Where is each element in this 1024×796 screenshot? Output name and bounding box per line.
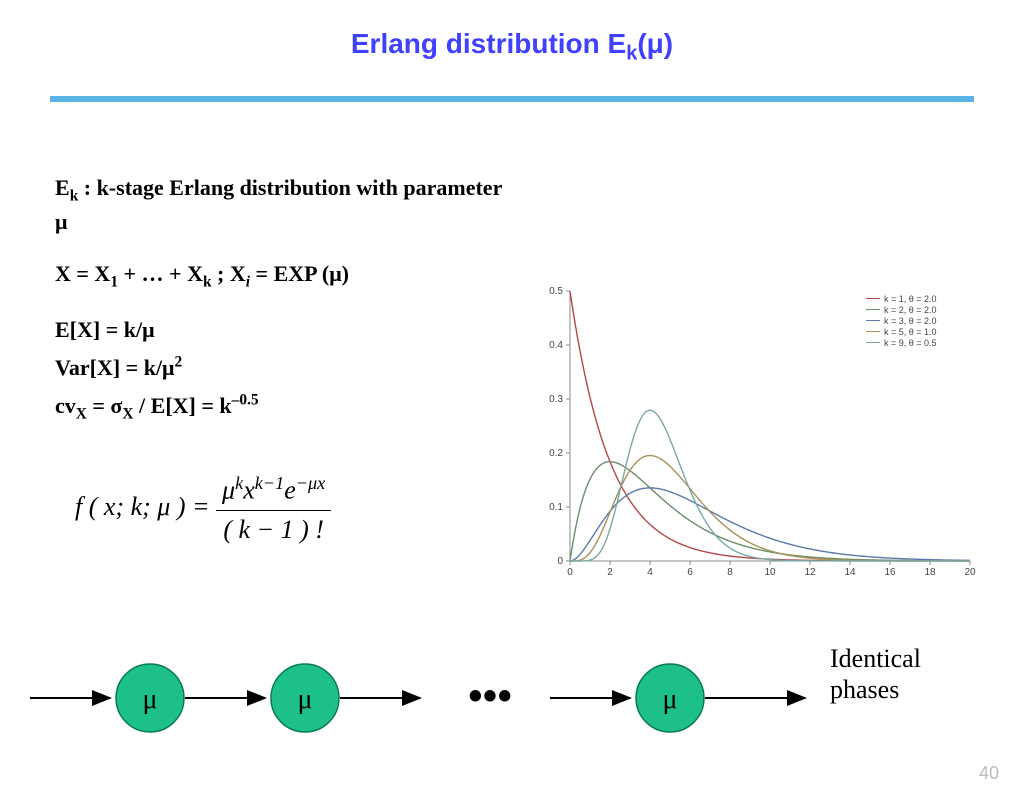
svg-text:6: 6 [687,567,693,578]
svg-text:8: 8 [727,567,733,578]
svg-text:0: 0 [567,567,573,578]
svg-text:12: 12 [804,567,816,578]
ek-k: k [70,187,79,204]
text-content: Ek : k-stage Erlang distribution with pa… [55,173,515,447]
ek-e: E [55,175,70,200]
cv-x: X [76,405,87,422]
sum-mid: + … + X [118,261,203,286]
divider-bar [50,96,974,102]
sum-x: X = X [55,261,110,286]
formula-numerator: μkxk−1e−μx [216,473,331,511]
phases-2: phases [830,675,899,704]
slide-title: Erlang distribution Ek(μ) [0,28,1024,66]
pdf-formula: f ( x; k; μ ) = μkxk−1e−μx ( k − 1 ) ! [75,473,331,545]
title-sub: k [626,43,637,65]
sum-k: k [203,273,212,290]
sum-1: 1 [110,273,118,290]
sum-exp: = EXP (μ) [250,261,349,286]
num-k1: k−1 [255,473,284,493]
svg-text:0.4: 0.4 [549,340,563,351]
num-e: e [284,476,296,505]
node-label-k: μ [662,684,677,715]
num-mx: −μx [296,473,325,493]
cv: cv [55,393,76,418]
svg-text:4: 4 [647,567,653,578]
svg-text:20: 20 [964,567,976,578]
title-main: Erlang distribution E [351,28,626,59]
chart-legend: k = 1, θ = 2.0k = 2, θ = 2.0k = 3, θ = 2… [866,293,937,348]
svg-text:18: 18 [924,567,936,578]
svg-text:0.3: 0.3 [549,394,563,405]
formula-lhs: f ( x; k; μ ) = [75,492,216,521]
svg-text:16: 16 [884,567,896,578]
num-mu: μ [222,476,235,505]
node-label-1: μ [142,684,157,715]
expectation: E[X] = k/μ [55,317,155,342]
dots: ••• [468,674,512,720]
phases-label: Identical phases [830,643,921,705]
phases-1: Identical [830,644,921,673]
node-label-2: μ [297,684,312,715]
svg-text:0: 0 [557,556,563,567]
ek-desc: : k-stage Erlang distribution with param… [55,175,502,234]
cv-exp: –0.5 [232,392,259,409]
title-paren: (μ) [637,28,673,59]
svg-text:14: 14 [844,567,856,578]
svg-text:10: 10 [764,567,776,578]
variance: Var[X] = k/μ [55,355,175,380]
svg-text:0.1: 0.1 [549,502,563,513]
cv-eq: / E[X] = k [134,393,232,418]
svg-text:2: 2 [607,567,613,578]
erlang-chart: 0 0.1 0.2 0.3 0.4 0.5 0 2 4 6 8 10 12 14 16 18 20 k = 1,… [530,283,990,583]
svg-text:0.2: 0.2 [549,448,563,459]
svg-text:0.5: 0.5 [549,286,563,297]
cv-x2: X [122,405,133,422]
num-x: x [243,476,255,505]
cv-sig: = σ [87,393,123,418]
var-sq: 2 [175,354,183,371]
page-number: 40 [979,763,999,784]
sum-xi: ; X [212,261,246,286]
num-k: k [235,473,243,493]
formula-denom: ( k − 1 ) ! [216,511,331,545]
